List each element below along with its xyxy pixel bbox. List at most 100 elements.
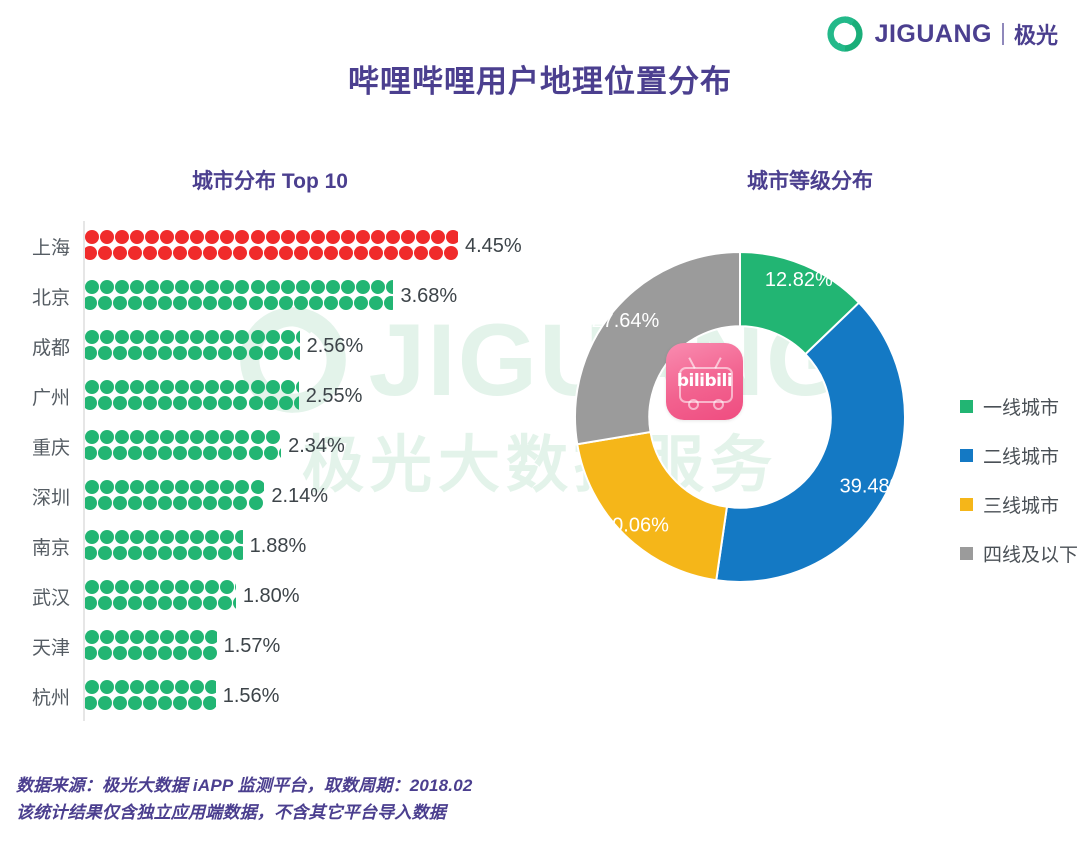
dot-unit (203, 696, 216, 710)
dot-unit (145, 430, 160, 444)
dot-unit (100, 580, 115, 594)
dot-unit (85, 246, 97, 260)
dot-unit (263, 446, 278, 460)
dot-unit (250, 280, 265, 294)
dot-unit (100, 480, 115, 494)
dot-unit (233, 496, 248, 510)
dot-unit (203, 546, 218, 560)
dot-unit (233, 396, 248, 410)
dot-unit (263, 246, 278, 260)
dot-unit (370, 230, 385, 244)
dot-unit (248, 446, 263, 460)
dot-unit (85, 396, 97, 410)
donut-slice-value: 12.82% (765, 269, 833, 291)
dot-unit (188, 496, 203, 510)
legend-item[interactable]: 四线及以下 (960, 540, 1078, 567)
dot-unit (188, 696, 203, 710)
dot-unit (98, 496, 113, 510)
dot-unit (250, 230, 265, 244)
dot-bar (85, 580, 236, 611)
dot-unit (158, 696, 173, 710)
dot-unit (175, 380, 190, 394)
dot-unit (115, 380, 130, 394)
dot-unit (160, 330, 175, 344)
dot-unit (158, 596, 173, 610)
legend-item[interactable]: 一线城市 (960, 393, 1078, 420)
dot-unit (173, 546, 188, 560)
dot-unit (235, 480, 250, 494)
dot-unit (143, 596, 158, 610)
dot-unit (160, 380, 175, 394)
dot-unit (220, 580, 235, 594)
dot-bar (85, 630, 217, 661)
dot-unit (98, 346, 113, 360)
brand-logo: JIGUANG 极光 (825, 14, 1058, 54)
donut-slice[interactable] (576, 430, 729, 582)
dot-unit (85, 346, 97, 360)
dot-unit (205, 630, 217, 644)
donut-slice[interactable] (715, 301, 906, 583)
dot-unit (160, 480, 175, 494)
dot-unit (173, 446, 188, 460)
dot-unit (280, 430, 282, 444)
donut-chart: 12.82% 39.48% 20.06% 27.64% bilibili (540, 217, 940, 617)
dot-unit (250, 330, 265, 344)
dot-bar (85, 430, 282, 461)
dot-unit (263, 496, 265, 510)
dot-unit (203, 446, 218, 460)
dot-unit (143, 396, 158, 410)
dot-unit (145, 580, 160, 594)
dot-unit (160, 580, 175, 594)
dot-unit (278, 446, 282, 460)
legend-swatch-icon (960, 449, 973, 462)
dot-unit (220, 480, 235, 494)
dot-unit (233, 246, 248, 260)
dot-unit (175, 530, 190, 544)
dot-unit (265, 330, 280, 344)
dot-unit (100, 680, 115, 694)
dot-unit (143, 546, 158, 560)
legend-item[interactable]: 二线城市 (960, 442, 1078, 469)
dot-unit (188, 246, 203, 260)
dot-unit (248, 296, 263, 310)
dot-unit (398, 246, 413, 260)
dot-unit (143, 446, 158, 460)
dot-unit (85, 546, 97, 560)
dot-unit (248, 396, 263, 410)
footer-line-2: 该统计结果仅含独立应用端数据，不含其它平台导入数据 (16, 802, 446, 822)
dot-unit (205, 230, 220, 244)
dot-unit (175, 480, 190, 494)
dot-unit (115, 580, 130, 594)
dot-unit (295, 230, 310, 244)
donut-slice[interactable] (574, 250, 741, 446)
dot-unit (85, 580, 99, 594)
dot-bar (85, 680, 216, 711)
dot-unit (175, 430, 190, 444)
value-label: 1.57% (223, 634, 281, 657)
dot-unit (278, 246, 293, 260)
dot-unit (293, 296, 308, 310)
legend-label: 一线城市 (983, 398, 1060, 419)
dot-unit (130, 630, 145, 644)
dot-unit (385, 230, 400, 244)
dot-unit (220, 230, 235, 244)
bilibili-wheel-left-icon (687, 398, 699, 410)
dot-unit (218, 446, 233, 460)
dot-unit (368, 246, 383, 260)
dot-unit (203, 646, 217, 660)
dot-unit (175, 680, 190, 694)
dot-unit (325, 230, 340, 244)
dot-unit (220, 380, 235, 394)
dot-unit (220, 280, 235, 294)
dot-unit (145, 680, 160, 694)
dot-unit (100, 430, 115, 444)
dot-unit (173, 296, 188, 310)
city-distribution-panel: 城市分布 Top 10 上海 4.45% 北京 3.68% 成都 2.56% 广州 2.55%… (0, 165, 540, 721)
dot-unit (113, 646, 128, 660)
dot-unit (85, 430, 99, 444)
city-label: 重庆 (31, 437, 70, 459)
legend-item[interactable]: 三线城市 (960, 491, 1078, 518)
value-label: 1.80% (242, 584, 300, 607)
dot-unit (355, 280, 370, 294)
dot-unit (175, 630, 190, 644)
